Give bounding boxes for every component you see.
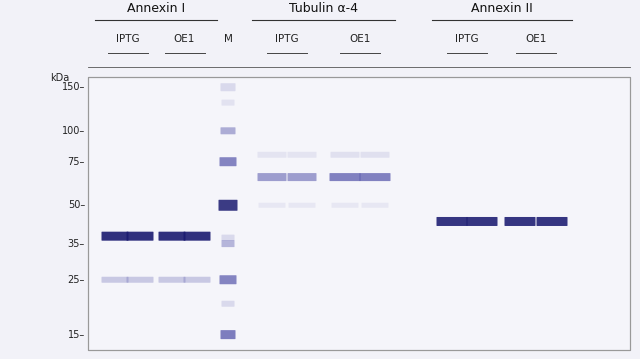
FancyBboxPatch shape	[467, 217, 497, 226]
FancyBboxPatch shape	[360, 152, 390, 158]
FancyBboxPatch shape	[257, 173, 287, 181]
Text: 25–: 25–	[68, 275, 85, 285]
FancyBboxPatch shape	[102, 232, 129, 241]
Text: IPTG: IPTG	[275, 34, 299, 44]
Text: 150–: 150–	[61, 82, 85, 92]
FancyBboxPatch shape	[436, 217, 467, 226]
Text: 100–: 100–	[61, 126, 85, 136]
Text: OE1: OE1	[525, 34, 547, 44]
Text: Tubulin α-4: Tubulin α-4	[289, 2, 358, 15]
FancyBboxPatch shape	[259, 203, 285, 208]
FancyBboxPatch shape	[536, 217, 568, 226]
Text: Annexin I: Annexin I	[127, 2, 185, 15]
FancyBboxPatch shape	[221, 127, 236, 134]
Text: 15–: 15–	[68, 330, 85, 340]
Text: IPTG: IPTG	[116, 34, 140, 44]
FancyBboxPatch shape	[159, 277, 186, 283]
FancyBboxPatch shape	[504, 217, 536, 226]
FancyBboxPatch shape	[221, 301, 234, 307]
FancyBboxPatch shape	[287, 152, 317, 158]
Text: 75–: 75–	[68, 157, 85, 167]
Text: IPTG: IPTG	[455, 34, 479, 44]
FancyBboxPatch shape	[221, 83, 236, 91]
Text: M: M	[223, 34, 232, 44]
Text: 50–: 50–	[68, 200, 85, 210]
FancyBboxPatch shape	[221, 99, 234, 106]
FancyBboxPatch shape	[360, 173, 390, 181]
FancyBboxPatch shape	[102, 277, 129, 283]
FancyBboxPatch shape	[184, 232, 211, 241]
Text: Annexin II: Annexin II	[471, 2, 533, 15]
FancyBboxPatch shape	[127, 277, 154, 283]
Text: OE1: OE1	[174, 34, 195, 44]
Text: OE1: OE1	[349, 34, 371, 44]
FancyBboxPatch shape	[218, 200, 237, 211]
FancyBboxPatch shape	[127, 232, 154, 241]
FancyBboxPatch shape	[330, 152, 360, 158]
FancyBboxPatch shape	[221, 235, 234, 241]
FancyBboxPatch shape	[221, 240, 234, 247]
FancyBboxPatch shape	[362, 203, 388, 208]
FancyBboxPatch shape	[257, 152, 287, 158]
Text: 35–: 35–	[68, 239, 85, 248]
FancyBboxPatch shape	[287, 173, 317, 181]
FancyBboxPatch shape	[220, 157, 237, 166]
FancyBboxPatch shape	[221, 330, 236, 339]
Bar	[88, 77, 630, 350]
FancyBboxPatch shape	[330, 173, 360, 181]
Text: kDa: kDa	[50, 73, 69, 83]
FancyBboxPatch shape	[332, 203, 358, 208]
Bar	[88, 77, 630, 350]
FancyBboxPatch shape	[289, 203, 316, 208]
FancyBboxPatch shape	[220, 275, 237, 284]
FancyBboxPatch shape	[159, 232, 186, 241]
FancyBboxPatch shape	[184, 277, 211, 283]
